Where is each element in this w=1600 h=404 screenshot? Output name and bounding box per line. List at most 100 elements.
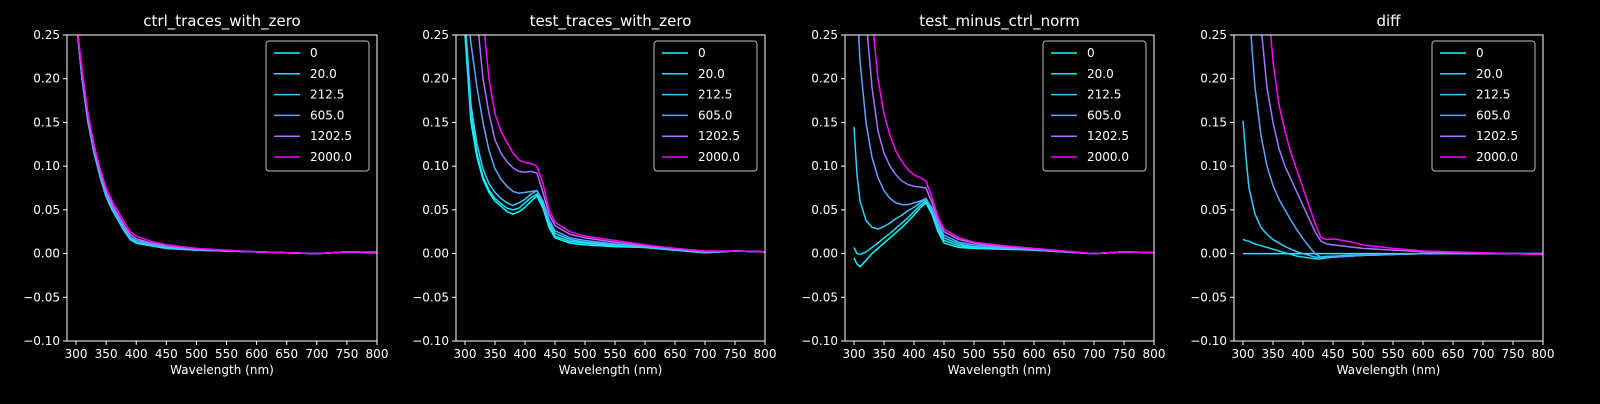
x-tick-label: 650 bbox=[1053, 347, 1076, 361]
legend-entry: 212.5 bbox=[1087, 88, 1121, 102]
x-tick-label: 300 bbox=[1232, 347, 1255, 361]
y-tick-label: 0.10 bbox=[1200, 159, 1227, 173]
chart-panel-3: 300 350 400 450 500 550 600 650 700 750 800 −0.10 −0… bbox=[801, 12, 1166, 377]
chart-panel-4: 300 350 400 450 500 550 600 650 700 750 800 −0.10 −0… bbox=[1190, 12, 1555, 377]
y-tick-label: 0.25 bbox=[422, 28, 449, 42]
legend-entry: 2000.0 bbox=[1476, 150, 1518, 164]
x-tick-label: 500 bbox=[963, 347, 986, 361]
series-line-2000-0 bbox=[872, 35, 1154, 255]
x-tick-label: 300 bbox=[454, 347, 477, 361]
x-tick-label: 650 bbox=[664, 347, 687, 361]
legend-entry: 20.0 bbox=[1476, 67, 1503, 81]
y-tick-label: 0.05 bbox=[33, 203, 60, 217]
x-tick-label: 350 bbox=[95, 347, 118, 361]
series-line-20-0 bbox=[1242, 238, 1543, 260]
legend-entry: 0 bbox=[698, 46, 706, 60]
series-line-1202-5 bbox=[866, 35, 1154, 255]
x-tick-label: 350 bbox=[484, 347, 507, 361]
x-tick-label: 550 bbox=[604, 347, 627, 361]
y-tick-label: 0.20 bbox=[811, 72, 838, 86]
x-tick-label: 300 bbox=[65, 347, 88, 361]
x-tick-label: 450 bbox=[544, 347, 567, 361]
legend-entry: 20.0 bbox=[310, 67, 337, 81]
x-axis-label: Wavelength (nm) bbox=[1337, 363, 1441, 377]
legend-entry: 0 bbox=[1476, 46, 1484, 60]
legend: 0 20.0 212.5 605.0 1202.5 2000.0 bbox=[653, 40, 758, 172]
x-tick-label: 600 bbox=[1412, 347, 1435, 361]
y-tick-label: 0.10 bbox=[33, 159, 60, 173]
legend-entry: 1202.5 bbox=[310, 129, 352, 143]
legend-entry: 605.0 bbox=[698, 108, 732, 122]
x-tick-label: 450 bbox=[1322, 347, 1345, 361]
axes-frame bbox=[1233, 34, 1544, 342]
x-tick-label: 800 bbox=[754, 347, 777, 361]
x-tick-label: 450 bbox=[155, 347, 178, 361]
y-tick-label: 0.10 bbox=[422, 159, 449, 173]
legend-entry: 1202.5 bbox=[1476, 129, 1518, 143]
x-tick-label: 650 bbox=[1442, 347, 1465, 361]
y-tick-label: −0.10 bbox=[801, 334, 838, 348]
series-line-1202-5 bbox=[1261, 35, 1543, 256]
y-tick-label: 0.20 bbox=[422, 72, 449, 86]
x-tick-label: 700 bbox=[305, 347, 328, 361]
x-tick-label: 400 bbox=[125, 347, 148, 361]
x-tick-label: 700 bbox=[1083, 347, 1106, 361]
legend: 0 20.0 212.5 605.0 1202.5 2000.0 bbox=[265, 40, 370, 172]
x-axis-label: Wavelength (nm) bbox=[559, 363, 663, 377]
legend-entry: 20.0 bbox=[698, 67, 725, 81]
y-tick-label: 0.25 bbox=[1200, 28, 1227, 42]
x-axis-label: Wavelength (nm) bbox=[948, 363, 1052, 377]
legend-entry: 605.0 bbox=[310, 108, 344, 122]
y-tick-label: 0.15 bbox=[811, 115, 838, 129]
y-tick-label: 0.00 bbox=[422, 247, 449, 261]
series-line-605-0 bbox=[469, 35, 765, 253]
x-tick-label: 800 bbox=[1532, 347, 1555, 361]
series-line-605-0 bbox=[1250, 35, 1543, 259]
y-tick-label: 0.05 bbox=[422, 203, 449, 217]
legend-entry: 1202.5 bbox=[698, 129, 740, 143]
y-tick-label: 0.15 bbox=[1200, 115, 1227, 129]
series-line-2000-0 bbox=[77, 35, 377, 255]
chart-panel-2: 300 350 400 450 500 550 600 650 700 750 800 −0.10 −0… bbox=[412, 12, 777, 377]
series-line-2000-0 bbox=[483, 35, 765, 253]
chart-title: diff bbox=[1376, 12, 1401, 30]
y-tick-label: 0.25 bbox=[33, 28, 60, 42]
axes-frame bbox=[844, 34, 1155, 342]
series-line-0 bbox=[853, 202, 1154, 268]
x-tick-label: 500 bbox=[1352, 347, 1375, 361]
y-tick-label: 0.00 bbox=[811, 247, 838, 261]
x-tick-label: 650 bbox=[275, 347, 298, 361]
x-tick-label: 400 bbox=[903, 347, 926, 361]
series-lines bbox=[853, 35, 1154, 268]
chart-title: test_traces_with_zero bbox=[530, 12, 692, 31]
legend-entry: 2000.0 bbox=[310, 150, 352, 164]
x-tick-label: 600 bbox=[1023, 347, 1046, 361]
x-tick-label: 600 bbox=[245, 347, 268, 361]
chart-title: ctrl_traces_with_zero bbox=[143, 12, 300, 31]
y-tick-label: 0.05 bbox=[811, 203, 838, 217]
y-tick-label: −0.10 bbox=[412, 334, 449, 348]
y-tick-label: 0.00 bbox=[33, 247, 60, 261]
x-tick-label: 500 bbox=[574, 347, 597, 361]
x-tick-label: 600 bbox=[634, 347, 657, 361]
x-tick-label: 550 bbox=[993, 347, 1016, 361]
x-tick-label: 750 bbox=[724, 347, 747, 361]
x-tick-label: 450 bbox=[933, 347, 956, 361]
y-tick-label: −0.10 bbox=[23, 334, 60, 348]
legend-entry: 2000.0 bbox=[1087, 150, 1129, 164]
y-tick-label: 0.20 bbox=[33, 72, 60, 86]
axes-frame bbox=[455, 34, 766, 342]
y-tick-label: 0.10 bbox=[811, 159, 838, 173]
x-tick-label: 800 bbox=[1143, 347, 1166, 361]
x-tick-label: 350 bbox=[873, 347, 896, 361]
legend-entry: 1202.5 bbox=[1087, 129, 1129, 143]
legend-entry: 212.5 bbox=[1476, 88, 1510, 102]
x-tick-label: 800 bbox=[366, 347, 389, 361]
x-tick-label: 350 bbox=[1262, 347, 1285, 361]
x-tick-label: 300 bbox=[843, 347, 866, 361]
chart-panel-1: 300 350 400 450 500 550 600 650 700 750 800 −0.10 −0… bbox=[23, 12, 388, 377]
x-tick-label: 400 bbox=[514, 347, 537, 361]
series-line-20-0 bbox=[464, 35, 765, 254]
